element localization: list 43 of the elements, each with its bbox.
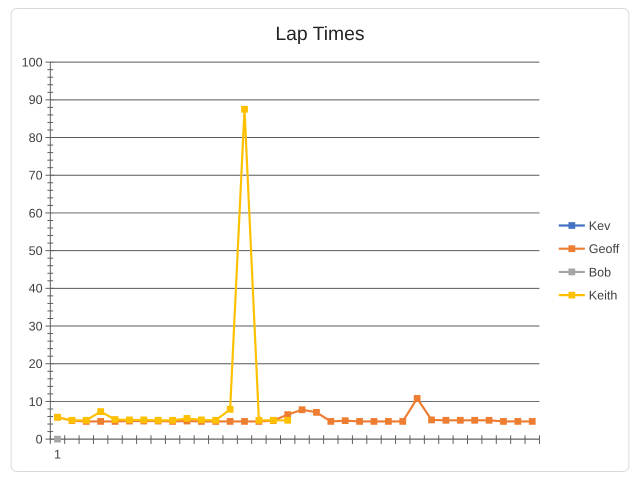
legend-label: Kev — [588, 218, 612, 233]
point — [226, 406, 234, 413]
y-tick-label: 0 — [36, 432, 43, 447]
point — [456, 416, 464, 424]
point — [384, 418, 392, 425]
point — [298, 406, 306, 414]
point — [528, 418, 536, 425]
y-tick-label: 10 — [28, 394, 43, 409]
point — [442, 416, 450, 424]
point — [500, 418, 507, 425]
point — [284, 416, 292, 424]
y-tick-label: 100 — [22, 56, 43, 70]
y-tick-label: 90 — [28, 93, 43, 108]
point — [97, 408, 104, 415]
point — [313, 408, 320, 416]
legend-label: Geoff — [588, 242, 620, 256]
y-tick-label: 30 — [28, 319, 43, 334]
point — [241, 106, 248, 113]
point — [97, 418, 104, 425]
y-tick-label: 20 — [28, 357, 43, 372]
point — [342, 417, 349, 424]
point — [184, 415, 190, 422]
point — [241, 418, 248, 425]
x-tick-label: 1 — [54, 447, 61, 462]
point — [514, 418, 522, 425]
y-tick-label: 70 — [28, 168, 43, 183]
y-tick-label: 50 — [28, 244, 43, 258]
y-tick-label: 40 — [28, 282, 43, 296]
point — [414, 395, 421, 402]
point — [428, 416, 435, 424]
point — [327, 418, 334, 425]
legend-label: Bob — [588, 265, 612, 280]
chart-title: Lap Times — [275, 24, 365, 45]
point — [356, 418, 363, 425]
point — [399, 418, 406, 425]
point — [471, 416, 478, 424]
point — [226, 418, 234, 425]
y-tick-label: 60 — [28, 206, 43, 220]
y-tick-label: 80 — [28, 130, 43, 145]
point — [54, 436, 61, 443]
point — [486, 416, 492, 424]
legend-label: Keith — [588, 288, 618, 302]
point — [370, 418, 378, 425]
